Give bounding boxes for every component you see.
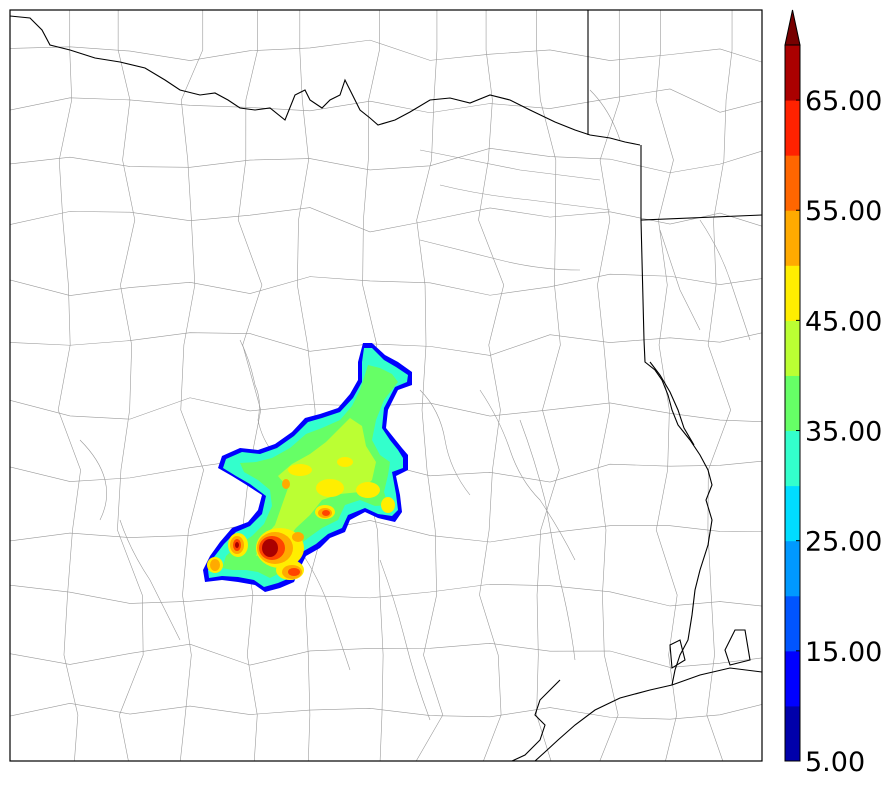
county-line — [180, 10, 204, 761]
field-layer-65 — [235, 539, 278, 557]
map-frame — [9, 9, 763, 762]
colorbar-segment — [785, 705, 800, 762]
state-boundaries — [10, 10, 762, 761]
field-layer-45 — [256, 418, 376, 556]
colorbar-segment — [785, 430, 800, 487]
colorbar-tick-label: 65.00 — [805, 86, 882, 117]
colorbar-tick-label: 15.00 — [805, 637, 882, 668]
county-line — [10, 643, 762, 668]
colorbar-segment — [785, 45, 800, 101]
county-line — [57, 10, 81, 761]
county-line — [10, 520, 762, 543]
colorbar-tick-label: 55.00 — [805, 196, 882, 227]
colorbar-segment — [785, 540, 800, 597]
colorbar-segment — [785, 320, 800, 376]
colorbar-segment — [785, 100, 800, 156]
county-line — [10, 332, 762, 356]
colorbar-segment — [785, 265, 800, 321]
colorbar-segment — [785, 485, 800, 542]
colorbar-extend-arrow — [784, 9, 801, 46]
county-line — [10, 88, 762, 114]
colorbar-ticks: 5.00 15.00 25.00 35.00 45.00 55.00 65.00 — [796, 86, 882, 778]
colorbar-tick-label: 5.00 — [805, 747, 865, 778]
county-line — [10, 148, 762, 174]
colorbar-tick-label: 35.00 — [805, 417, 882, 448]
county-line — [10, 39, 762, 63]
county-line — [10, 397, 762, 422]
colorbar-segment — [785, 375, 800, 432]
colorbar-segment — [785, 595, 800, 652]
county-line — [597, 10, 620, 761]
county-line — [297, 10, 324, 761]
county-line — [117, 10, 144, 761]
colorbar-frame — [784, 44, 801, 762]
colorbar — [784, 9, 801, 762]
county-line — [10, 583, 762, 607]
colorbar-segment — [785, 210, 800, 266]
county-line — [706, 10, 733, 761]
colorbar-segment — [785, 650, 800, 707]
county-line — [536, 10, 561, 761]
river-lines — [79, 89, 751, 721]
colorbar-tick-label: 45.00 — [805, 306, 882, 337]
county-line — [10, 703, 762, 720]
county-line — [10, 273, 762, 296]
county-line — [10, 207, 762, 233]
county-line — [415, 10, 444, 761]
county-line — [478, 10, 505, 761]
colorbar-segment — [785, 155, 800, 211]
county-line — [237, 10, 263, 761]
shaded-field — [203, 343, 412, 592]
colorbar-tick-label: 25.00 — [805, 527, 882, 558]
map-content — [10, 10, 762, 761]
